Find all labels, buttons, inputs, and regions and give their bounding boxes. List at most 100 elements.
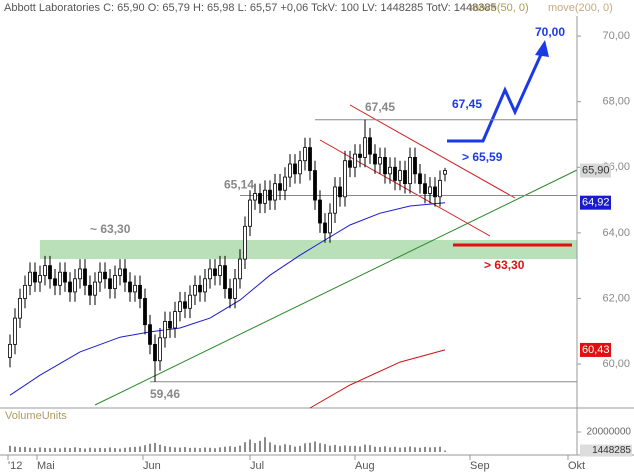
volume-bar	[374, 446, 376, 452]
volume-bar	[314, 441, 316, 452]
level-label: 65,14	[224, 178, 254, 192]
candle-body	[318, 199, 322, 224]
x-tick-label: Jul	[250, 460, 264, 472]
candle-body	[438, 179, 442, 198]
candle-body	[78, 268, 82, 280]
candle-body	[443, 170, 447, 175]
candle-body	[183, 301, 187, 309]
volume-bar	[179, 447, 181, 452]
candle-body	[8, 343, 12, 358]
volume-label: VolumeUnits	[5, 410, 67, 422]
candle-body	[123, 268, 127, 283]
candle-body	[153, 343, 157, 362]
volume-bar	[399, 447, 401, 452]
volume-bar	[444, 450, 446, 452]
candle-body	[173, 311, 177, 329]
volume-bar	[339, 446, 341, 452]
legend-entry: move(200, 0)	[548, 2, 613, 14]
candle-body	[138, 284, 142, 299]
candle-body	[373, 153, 377, 165]
volume-bar	[229, 446, 231, 452]
candle-body	[108, 278, 112, 290]
candle-body	[258, 193, 262, 204]
volume-bar	[164, 446, 166, 452]
candle-body	[118, 268, 122, 276]
candle-body	[213, 268, 217, 276]
candle-body	[263, 189, 267, 204]
volume-bar	[359, 446, 361, 452]
candle-body	[128, 281, 132, 293]
volume-bar	[379, 447, 381, 452]
x-tick-label: Sep	[470, 460, 490, 472]
volume-bar	[254, 443, 256, 452]
candle-body	[93, 281, 97, 296]
candle-body	[113, 275, 117, 290]
candle-body	[148, 324, 152, 345]
volume-bar	[84, 448, 86, 452]
candle-body	[378, 157, 382, 165]
level-label: 59,46	[150, 387, 180, 401]
candle-body	[403, 170, 407, 185]
volume-bar	[414, 447, 416, 452]
candle-body	[198, 284, 202, 293]
candle-body	[163, 321, 167, 339]
volume-bar	[169, 446, 171, 452]
annotation: > 63,30	[484, 258, 525, 272]
volume-bar	[124, 447, 126, 452]
candle-body	[248, 199, 252, 227]
volume-bar	[284, 444, 286, 452]
volume-tag-bg	[580, 444, 632, 457]
y-tick-label: 70,00	[602, 30, 630, 42]
candle-body	[268, 189, 272, 201]
candle-body	[428, 186, 432, 194]
price-tag-bg	[580, 195, 611, 210]
volume-bar	[409, 446, 411, 452]
arrow-head	[535, 40, 549, 57]
candle-body	[278, 183, 282, 191]
candle-body	[83, 268, 87, 286]
volume-bar	[204, 447, 206, 452]
volume-bar	[294, 446, 296, 452]
y-tick-label: 68,00	[602, 96, 630, 108]
volume-bar	[29, 447, 31, 452]
legend-entry: move(50, 0)	[470, 2, 529, 14]
candle-body	[58, 271, 62, 286]
volume-bar	[74, 447, 76, 452]
candle-body	[228, 288, 232, 299]
volume-bar	[49, 448, 51, 452]
volume-bar	[234, 446, 236, 452]
candle-body	[13, 317, 17, 345]
candle-body	[238, 258, 242, 280]
volume-bar	[19, 447, 21, 452]
candle-body	[208, 268, 212, 280]
candle-body	[18, 298, 22, 319]
candle-body	[253, 193, 257, 201]
level-label: 67,45	[365, 100, 395, 114]
volume-bar	[329, 445, 331, 452]
volume-bar	[129, 447, 131, 452]
volume-bar	[194, 447, 196, 452]
x-tick-label: Mai	[37, 460, 55, 472]
candle-body	[38, 275, 42, 283]
volume-bar	[274, 444, 276, 452]
candle-body	[358, 153, 362, 158]
candle-body	[303, 147, 307, 162]
candle-body	[273, 183, 277, 201]
candle-body	[333, 186, 337, 214]
annotation: > 65,59	[462, 150, 503, 164]
candle-body	[348, 160, 352, 168]
price-tag: 60,43	[582, 344, 610, 356]
volume-bar	[424, 446, 426, 452]
candle-body	[143, 298, 147, 326]
volume-bar	[404, 447, 406, 452]
volume-bar	[244, 442, 246, 452]
volume-bar	[384, 446, 386, 452]
candle-body	[48, 265, 52, 280]
moving-average	[9, 202, 446, 396]
volume-bar	[429, 447, 431, 452]
candle-body	[53, 278, 57, 286]
y-tick-label: 60,00	[602, 358, 630, 370]
candle-body	[423, 183, 427, 194]
volume-bar	[264, 437, 266, 452]
